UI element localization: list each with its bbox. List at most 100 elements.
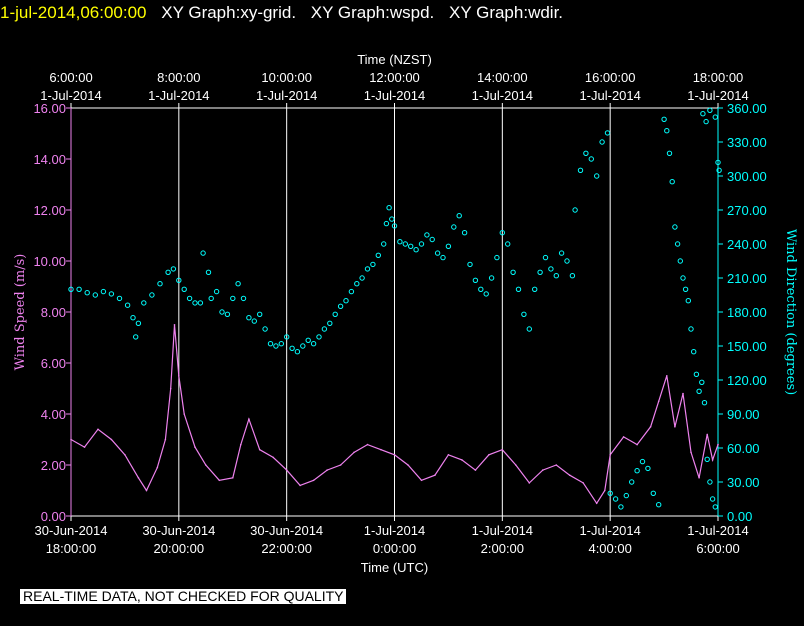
wind-direction-point xyxy=(76,286,82,292)
wind-speed-point xyxy=(622,436,625,438)
wind-speed-point xyxy=(717,443,719,446)
wind-speed-point xyxy=(515,464,517,466)
wind-direction-point xyxy=(267,341,274,347)
wind-direction-point xyxy=(149,292,155,298)
wind-direction-point xyxy=(456,213,462,219)
wind-direction-point xyxy=(703,118,709,125)
wind-speed-point xyxy=(312,479,315,482)
wind-direction-point xyxy=(569,273,576,279)
wind-direction-point xyxy=(499,230,505,236)
right-tick-label: 180.00 xyxy=(727,305,767,320)
wind-direction-point xyxy=(639,458,646,465)
wind-speed-point xyxy=(326,469,328,471)
wind-speed-point xyxy=(218,479,221,482)
wind-direction-point xyxy=(685,298,691,304)
wind-direction-point xyxy=(157,281,163,287)
wind-direction-point xyxy=(418,241,425,247)
wind-direction-point xyxy=(674,241,681,247)
wind-direction-point xyxy=(461,230,468,236)
right-tick-label: 150.00 xyxy=(727,339,767,354)
wind-speed-point xyxy=(420,479,423,482)
wind-direction-point xyxy=(284,334,290,340)
wind-speed-point xyxy=(145,489,148,492)
wind-direction-point xyxy=(359,275,365,281)
wind-direction-point xyxy=(483,291,489,297)
right-tick-label: 240.00 xyxy=(727,237,767,252)
wind-speed-point xyxy=(636,443,638,446)
wind-direction-point xyxy=(548,266,554,272)
wind-speed-point xyxy=(83,446,86,448)
wind-direction-point xyxy=(197,300,204,306)
data-quality-note: REAL-TIME DATA, NOT CHECKED FOR QUALITY xyxy=(20,589,347,604)
left-tick-label: 12.00 xyxy=(33,203,66,218)
wind-direction-point xyxy=(664,128,670,134)
wind-speed-point xyxy=(649,426,652,428)
right-tick-label: 330.00 xyxy=(727,135,767,150)
wind-direction-point xyxy=(604,130,611,136)
wind-direction-point xyxy=(370,261,376,268)
wind-direction-point xyxy=(273,343,279,349)
wind-speed-point xyxy=(555,464,558,466)
wind-direction-point xyxy=(327,320,333,326)
wind-direction-point xyxy=(594,173,600,179)
left-tick-label: 0.00 xyxy=(41,509,66,524)
wind-direction-point xyxy=(680,275,686,281)
wind-direction-point xyxy=(712,114,718,120)
wind-direction-point xyxy=(618,504,624,510)
wind-direction-point xyxy=(715,159,721,166)
top-tick-date: 1-Jul-2014 xyxy=(472,88,533,103)
bottom-tick-time: 22:00:00 xyxy=(261,541,312,556)
wind-speed-point xyxy=(169,387,172,390)
wind-speed-point xyxy=(124,454,126,456)
wind-direction-point xyxy=(434,250,441,256)
wind-direction-point xyxy=(205,269,212,275)
wind-direction-point xyxy=(208,295,214,302)
wind-direction-point xyxy=(219,309,225,315)
wind-speed-point xyxy=(609,454,611,456)
wind-speed-point xyxy=(164,438,167,441)
top-tick-time: 18:00:00 xyxy=(693,70,744,85)
wind-direction-point xyxy=(521,311,527,317)
top-tick-date: 1-Jul-2014 xyxy=(40,88,101,103)
wind-speed-point xyxy=(110,438,113,441)
wind-speed-point xyxy=(285,469,288,471)
wind-direction-point xyxy=(176,277,182,283)
wind-direction-point xyxy=(532,286,538,292)
right-tick-label: 0.00 xyxy=(727,509,752,524)
wind-direction-point xyxy=(133,334,139,340)
wind-direction-point xyxy=(68,286,74,292)
bottom-tick-date: 1-Jul-2014 xyxy=(687,523,748,538)
wind-direction-point xyxy=(588,156,594,162)
right-tick-label: 300.00 xyxy=(727,169,767,184)
wind-direction-point xyxy=(186,295,193,302)
wind-direction-point xyxy=(445,243,452,250)
wind-direction-point xyxy=(108,291,115,297)
wind-speed-point xyxy=(393,454,396,456)
wind-speed-point xyxy=(272,456,275,459)
wind-speed-point xyxy=(258,448,261,451)
wind-direction-point xyxy=(240,295,247,302)
wind-direction-point xyxy=(262,326,268,332)
wind-speed-point xyxy=(447,454,450,456)
wind-direction-point xyxy=(691,349,697,355)
wind-direction-point xyxy=(354,281,360,287)
wind-direction-point xyxy=(213,288,220,295)
wind-direction-point xyxy=(402,241,408,247)
wind-speed-point xyxy=(568,474,571,477)
left-tick-label: 8.00 xyxy=(41,305,66,320)
wind-direction-point xyxy=(116,295,123,302)
wind-direction-point xyxy=(707,107,713,114)
wind-speed-point xyxy=(461,459,463,461)
wind-direction-point xyxy=(677,258,683,264)
wind-speed-point xyxy=(366,443,369,446)
wind-direction-point xyxy=(707,479,713,485)
wind-direction-point xyxy=(704,456,710,462)
wind-direction-point xyxy=(629,479,635,485)
wind-speed-point xyxy=(70,438,72,441)
wind-direction-point xyxy=(375,252,381,259)
wind-direction-point xyxy=(278,341,284,347)
wind-direction-point xyxy=(577,167,584,174)
bottom-tick-time: 2:00:00 xyxy=(481,541,524,556)
top-tick-date: 1-Jul-2014 xyxy=(579,88,640,103)
